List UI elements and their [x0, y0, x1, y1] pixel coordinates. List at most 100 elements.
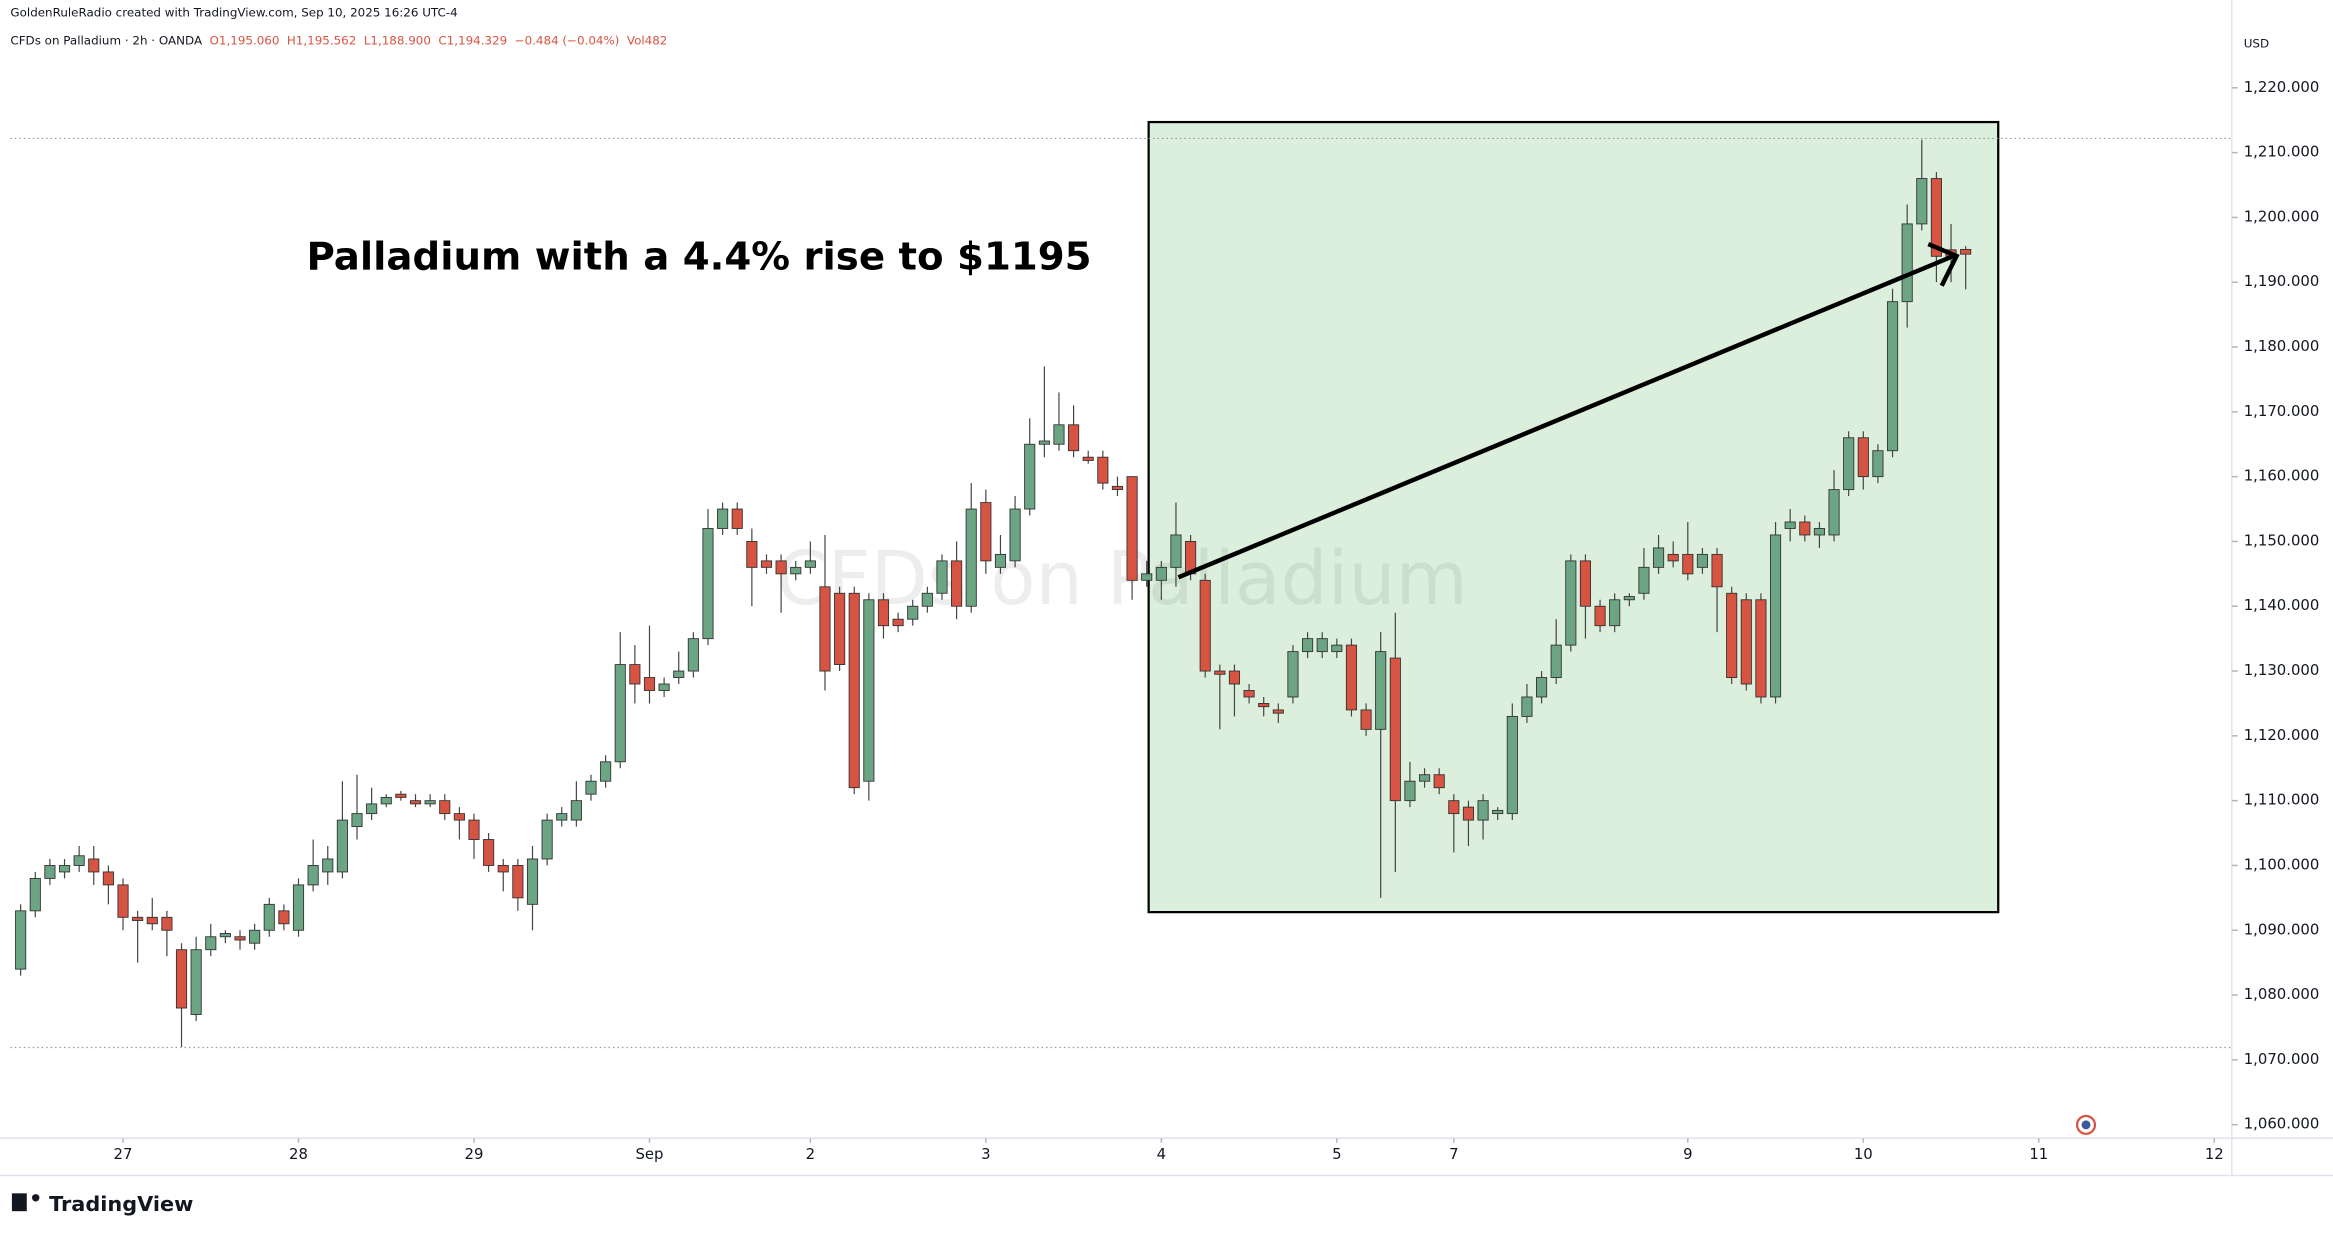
candle-body [702, 528, 714, 640]
candle-body [380, 796, 392, 805]
candle-body [512, 865, 524, 899]
candle-body [1243, 690, 1255, 698]
candle-body [1097, 456, 1109, 484]
candle-body [892, 618, 904, 627]
candle-body [541, 819, 553, 860]
candle-body [1433, 774, 1445, 789]
candle-body [1126, 476, 1138, 581]
candle-body [1214, 670, 1226, 675]
candle-body [1009, 508, 1021, 562]
candle-body [307, 865, 319, 886]
candle-body [132, 916, 144, 921]
candle-body [483, 839, 495, 866]
x-tick-label: 2 [806, 1145, 815, 1163]
x-tick-label: 5 [1332, 1145, 1341, 1163]
x-tick-label: 28 [289, 1145, 308, 1163]
candle-body [1199, 579, 1211, 672]
candle-body [1726, 592, 1738, 678]
candle-body [1477, 800, 1489, 821]
candle-body [877, 599, 890, 627]
candle-body [102, 871, 114, 886]
candle-body [1419, 774, 1431, 782]
candle-body [1711, 553, 1723, 588]
ohlc-value: L1,188.900 [364, 34, 431, 48]
x-tick-label: 27 [114, 1145, 133, 1163]
x-tick-label: 9 [1683, 1145, 1692, 1163]
candle-body [1609, 599, 1621, 627]
candle-body [804, 560, 816, 568]
highlight-box [1147, 120, 2000, 914]
candle-body [951, 560, 963, 607]
candle-body [175, 949, 188, 1009]
x-tick-label: 29 [465, 1145, 484, 1163]
candle-body [73, 855, 85, 866]
candle-body [731, 508, 743, 529]
symbol: CFDs on Palladium · 2h · OANDA [10, 34, 203, 48]
candle-body [58, 865, 71, 873]
ohlc-value: H1,195.562 [287, 34, 356, 48]
candle-body [1272, 709, 1284, 714]
candle-body [322, 858, 334, 873]
candle-body [1375, 651, 1387, 730]
candle-body [146, 916, 158, 925]
candle-body [1594, 605, 1606, 627]
x-tick-label: 4 [1157, 1145, 1166, 1163]
candle-body [936, 560, 948, 594]
candle-body [1155, 566, 1167, 581]
candle-body [263, 903, 275, 931]
y-tick-label: 1,060.000 [2244, 1115, 2320, 1133]
y-tick-label: 1,090.000 [2244, 920, 2320, 938]
candle-body [249, 929, 261, 944]
candle-body [1813, 528, 1825, 536]
candle-body [1696, 553, 1708, 568]
candle-body [1769, 534, 1782, 698]
candle-body [453, 813, 465, 821]
candle-body [556, 813, 568, 821]
candle-body [190, 949, 202, 1015]
y-tick-label: 1,140.000 [2244, 596, 2320, 614]
x-tick-label: 12 [2205, 1145, 2224, 1163]
candle-body [278, 910, 290, 925]
brand: TradingView [49, 1192, 193, 1216]
candle-body [1667, 553, 1679, 562]
candle-body [614, 664, 626, 763]
candle-body [585, 780, 597, 795]
candle-body [351, 813, 363, 828]
candle-body [29, 877, 41, 912]
candle-body [1565, 560, 1577, 646]
candle-body [1828, 489, 1840, 536]
candle-body [1141, 573, 1153, 581]
candle-body [1462, 806, 1475, 821]
candle-body [219, 933, 231, 938]
candle-body [1170, 534, 1182, 568]
candle-body [205, 936, 217, 951]
candle-body [834, 592, 846, 666]
candle-body [1886, 301, 1899, 452]
y-tick-label: 1,160.000 [2244, 467, 2320, 485]
y-tick-label: 1,210.000 [2244, 143, 2320, 161]
candle-body [161, 916, 173, 931]
candle-body [1521, 696, 1533, 717]
candle-body [600, 761, 612, 782]
candle-body [1784, 521, 1796, 529]
ohlc-value: C1,194.329 [438, 34, 507, 48]
candle-body [117, 884, 129, 918]
symbol-header: CFDs on Palladium · 2h · OANDA O1,195.060… [10, 34, 667, 48]
x-tick-label: 7 [1449, 1145, 1458, 1163]
watermark: CFDs on Palladium [776, 535, 1468, 622]
candle-body [1068, 424, 1080, 452]
y-tick-label: 1,190.000 [2244, 272, 2320, 290]
candle-body [468, 819, 480, 840]
ohlc-value: O1,195.060 [210, 34, 280, 48]
arrow-head [1927, 242, 1960, 287]
x-tick-label: 10 [1854, 1145, 1873, 1163]
y-tick-label: 1,200.000 [2244, 207, 2320, 225]
candle-body [994, 553, 1007, 568]
candle-body [234, 936, 246, 941]
candle-body [1740, 599, 1752, 685]
arrow-line [1177, 253, 1955, 580]
candle-body [1024, 443, 1036, 510]
candle-body [775, 560, 787, 575]
y-tick-label: 1,150.000 [2244, 531, 2320, 549]
candle-body [497, 865, 509, 873]
